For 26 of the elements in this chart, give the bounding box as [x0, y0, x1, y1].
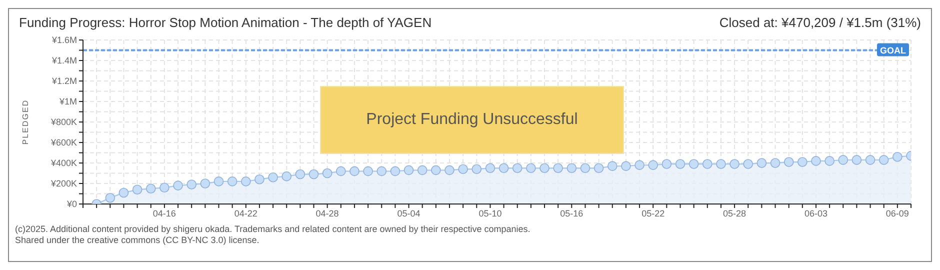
x-tick-label: 06-09 — [886, 208, 909, 218]
y-tick-label: ¥1.6M — [50, 35, 77, 46]
text: (c)2025. Additional content provided by shigeru okada. Trademarks and related content are owned by their respective companies. — [15, 224, 532, 235]
y-tick-label: ¥600K — [50, 138, 77, 148]
x-tick-label: 04-28 — [316, 208, 339, 218]
x-tick-label: 05-28 — [723, 208, 746, 218]
x-tick-label: 05-16 — [560, 208, 584, 218]
y-tick-label: ¥0 — [66, 199, 77, 210]
y-tick-label: ¥800K — [50, 117, 77, 128]
x-tick-label: 06-03 — [804, 208, 828, 218]
y-tick-label: ¥1.2M — [50, 76, 77, 86]
x-tick-label: 05-22 — [642, 208, 665, 218]
ref-line-label: GOAL — [880, 45, 906, 56]
chart-subtitle: Closed at: ¥470,209 / ¥1.5m (31%) — [719, 15, 921, 30]
banner: Project Funding Unsuccessful — [320, 86, 624, 154]
text: Shared under the creative commons (CC BY-NC 3.0) license. — [15, 235, 260, 246]
x-tick-label: 05-10 — [478, 208, 502, 218]
y-tick-label: ¥1M — [58, 96, 77, 107]
x-tick-label: 04-16 — [152, 208, 176, 218]
y-axis-title: PLEDGED — [20, 99, 30, 145]
x-tick-label: 04-22 — [234, 208, 258, 218]
y-tick-label: ¥1.4M — [50, 56, 77, 66]
y-tick-label: ¥200K — [50, 178, 77, 189]
chart-title: Funding Progress: Horror Stop Motion Animation - The depth of YAGEN — [19, 15, 432, 30]
x-tick-label: 05-04 — [397, 208, 420, 218]
y-tick-label: ¥400K — [50, 158, 77, 168]
